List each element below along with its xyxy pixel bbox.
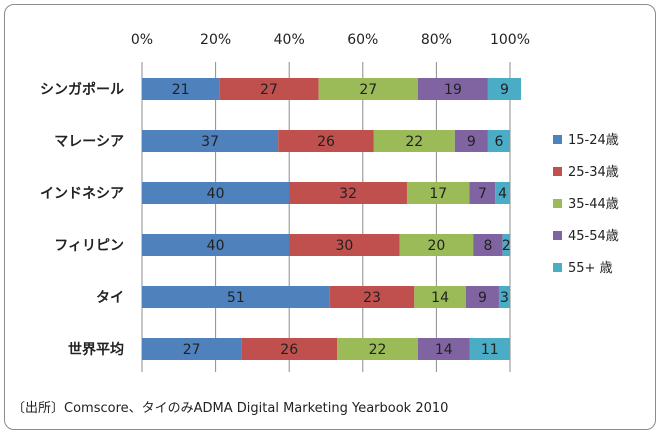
data-label: 9 [478,290,487,306]
data-label: 40 [207,186,225,202]
data-label: 26 [317,134,335,150]
bar-segment [142,78,220,100]
data-label: 22 [405,134,423,150]
x-tick-label: 100% [490,32,530,48]
bar-segment [418,78,488,100]
bar-segment [473,234,503,256]
data-label: 3 [500,290,509,306]
legend-swatch [553,167,562,176]
data-label: 37 [201,134,219,150]
bar-segment [219,78,319,100]
data-label: 8 [483,238,492,254]
category-label: 世界平均 [68,341,124,358]
data-label: 30 [335,238,353,254]
x-tick-label: 80% [421,32,452,48]
bar-segment [406,182,470,204]
bar-segment [414,286,466,308]
x-tick-label: 0% [131,32,153,48]
bar-segment [142,286,330,308]
category-label: フィリピン [54,238,124,254]
data-label: 9 [467,134,476,150]
bar-segment [487,130,510,152]
data-label: 51 [227,290,245,306]
category-label: シンガポール [40,81,124,98]
data-label: 2 [502,238,511,254]
data-label: 9 [500,82,509,98]
data-label: 26 [280,342,298,358]
data-label: 4 [498,186,507,202]
legend-swatch [553,263,562,272]
bar-segment [373,130,455,152]
legend-label: 55+ 歳 [568,261,613,276]
bar-segment [289,182,407,204]
bar-segment [337,338,418,360]
bar-segment [487,78,522,100]
source-note: 〔出所〕Comscore、タイのみADMA Digital Marketing … [12,401,449,416]
bar-segment [329,286,415,308]
data-label: 6 [494,134,503,150]
data-label: 40 [207,238,225,254]
bar-segment [289,234,400,256]
bar-segment [465,286,499,308]
legend-swatch [553,231,562,240]
bar-segment [142,338,242,360]
legend-swatch [553,199,562,208]
x-tick-label: 20% [200,32,231,48]
legend-label: 25-34歳 [568,165,619,180]
bar-segment [142,182,290,204]
x-tick-label: 60% [347,32,378,48]
legend-label: 15-24歳 [568,133,619,148]
bar-segment [498,286,510,308]
bar-segment [469,338,510,360]
bar-segment [418,338,470,360]
data-label: 20 [427,238,445,254]
bar-segment [278,130,374,152]
data-label: 7 [478,186,487,202]
category-label: マレーシア [54,134,124,150]
data-label: 27 [359,82,377,98]
bar-segment [502,234,510,256]
data-label: 19 [444,82,462,98]
data-label: 14 [435,342,453,358]
data-label: 32 [339,186,357,202]
legend-label: 45-54歳 [568,229,619,244]
legend-swatch [553,135,562,144]
data-label: 27 [183,342,201,358]
bar-segment [469,182,496,204]
x-tick-label: 40% [274,32,305,48]
legend-label: 35-44歳 [568,197,619,212]
data-label: 27 [260,82,278,98]
data-label: 22 [369,342,387,358]
data-label: 11 [481,342,499,358]
bar-segment [142,234,290,256]
bar-segment [241,338,338,360]
bar-segment [318,78,418,100]
data-label: 23 [363,290,381,306]
data-label: 14 [431,290,449,306]
data-label: 21 [172,82,190,98]
bar-segment [399,234,474,256]
data-label: 17 [429,186,447,202]
bar-segment [454,130,488,152]
bar-segment [495,182,510,204]
bar-segment [142,130,279,152]
category-label: タイ [96,290,124,306]
category-label: インドネシア [40,186,124,202]
